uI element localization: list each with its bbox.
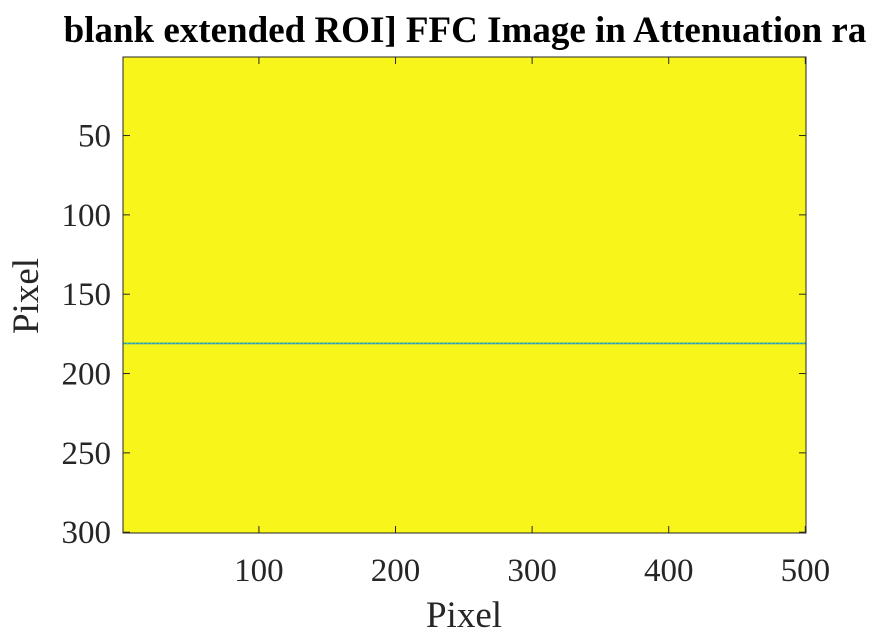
image-fill — [123, 57, 806, 533]
x-axis-ticks: 100 200 300 400 500 — [234, 57, 830, 589]
y-tick-label: 100 — [62, 198, 112, 234]
y-tick-label: 250 — [62, 436, 112, 472]
y-tick-label: 200 — [62, 357, 112, 393]
x-tick-label: 400 — [644, 553, 694, 589]
y-tick-label: 50 — [78, 119, 111, 155]
plot-area — [123, 57, 806, 533]
axes-box — [122, 56, 807, 534]
y-axis-ticks: 50 100 150 200 250 300 — [62, 119, 806, 551]
y-axis-label: Pixel — [6, 258, 47, 334]
x-tick-label: 300 — [507, 553, 557, 589]
chart-title: blank extended ROI] FFC Image in Attenua… — [64, 10, 867, 51]
x-tick-label: 500 — [781, 553, 831, 589]
y-tick-label: 150 — [62, 277, 112, 313]
y-tick-label: 300 — [62, 515, 112, 551]
x-tick-label: 200 — [371, 553, 421, 589]
x-tick-label: 100 — [234, 553, 284, 589]
x-axis-label: Pixel — [426, 595, 502, 636]
